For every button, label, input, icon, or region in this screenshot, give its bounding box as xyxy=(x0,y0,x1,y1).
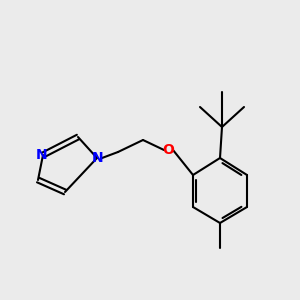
Text: N: N xyxy=(36,148,48,162)
Text: N: N xyxy=(92,151,104,165)
Text: O: O xyxy=(162,143,174,157)
